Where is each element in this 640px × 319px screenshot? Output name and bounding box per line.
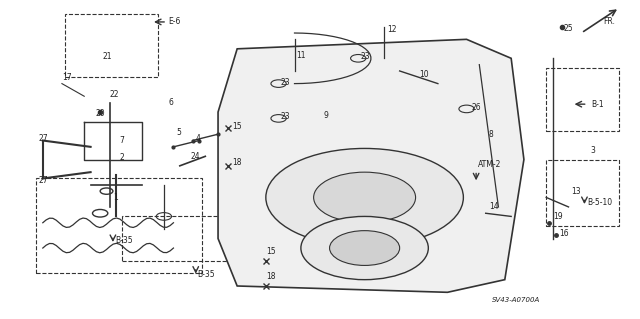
Text: 15: 15 [266, 247, 275, 256]
Text: 17: 17 [62, 73, 72, 82]
Text: 23: 23 [280, 78, 290, 86]
Text: 10: 10 [419, 70, 428, 78]
Text: 2: 2 [119, 153, 124, 162]
Text: 16: 16 [559, 229, 569, 238]
Text: 23: 23 [360, 52, 370, 61]
Text: B-5-10: B-5-10 [588, 198, 612, 207]
Text: B-1: B-1 [591, 100, 604, 109]
Bar [546, 160, 620, 226]
Text: 13: 13 [572, 187, 581, 196]
Text: 26: 26 [471, 103, 481, 112]
Circle shape [301, 216, 428, 280]
Text: 3: 3 [591, 145, 596, 154]
Text: 1: 1 [113, 193, 118, 202]
Text: 11: 11 [296, 51, 305, 60]
Text: 25: 25 [563, 24, 573, 33]
Text: 12: 12 [387, 25, 396, 34]
Text: 23: 23 [280, 112, 290, 121]
Text: 19: 19 [553, 212, 563, 221]
Text: B-35: B-35 [115, 236, 132, 245]
Text: 9: 9 [323, 111, 328, 120]
Text: 18: 18 [232, 158, 241, 167]
Text: 7: 7 [119, 136, 124, 145]
Circle shape [330, 231, 399, 265]
Text: 24: 24 [191, 152, 200, 161]
Text: 5: 5 [177, 128, 182, 137]
Text: E-6: E-6 [168, 17, 180, 26]
Bar [546, 68, 620, 131]
Text: 21: 21 [102, 52, 111, 61]
Bar [122, 216, 256, 261]
Circle shape [266, 148, 463, 247]
Text: 6: 6 [168, 98, 173, 107]
Bar [36, 178, 202, 273]
Text: 4: 4 [196, 134, 200, 144]
Text: 14: 14 [489, 203, 499, 211]
Text: 27: 27 [38, 175, 48, 185]
Polygon shape [218, 39, 524, 292]
Text: 22: 22 [109, 90, 119, 99]
Text: 20: 20 [96, 109, 106, 118]
Text: ATM-2: ATM-2 [478, 160, 501, 169]
Text: 8: 8 [489, 130, 493, 139]
Text: B-35: B-35 [198, 271, 215, 279]
Text: 27: 27 [38, 134, 48, 144]
Bar [65, 14, 157, 77]
Text: 18: 18 [266, 272, 275, 281]
Text: 15: 15 [232, 122, 242, 131]
Circle shape [314, 172, 415, 223]
Text: SV43-A0700A: SV43-A0700A [492, 297, 540, 303]
Text: FR.: FR. [604, 18, 616, 26]
